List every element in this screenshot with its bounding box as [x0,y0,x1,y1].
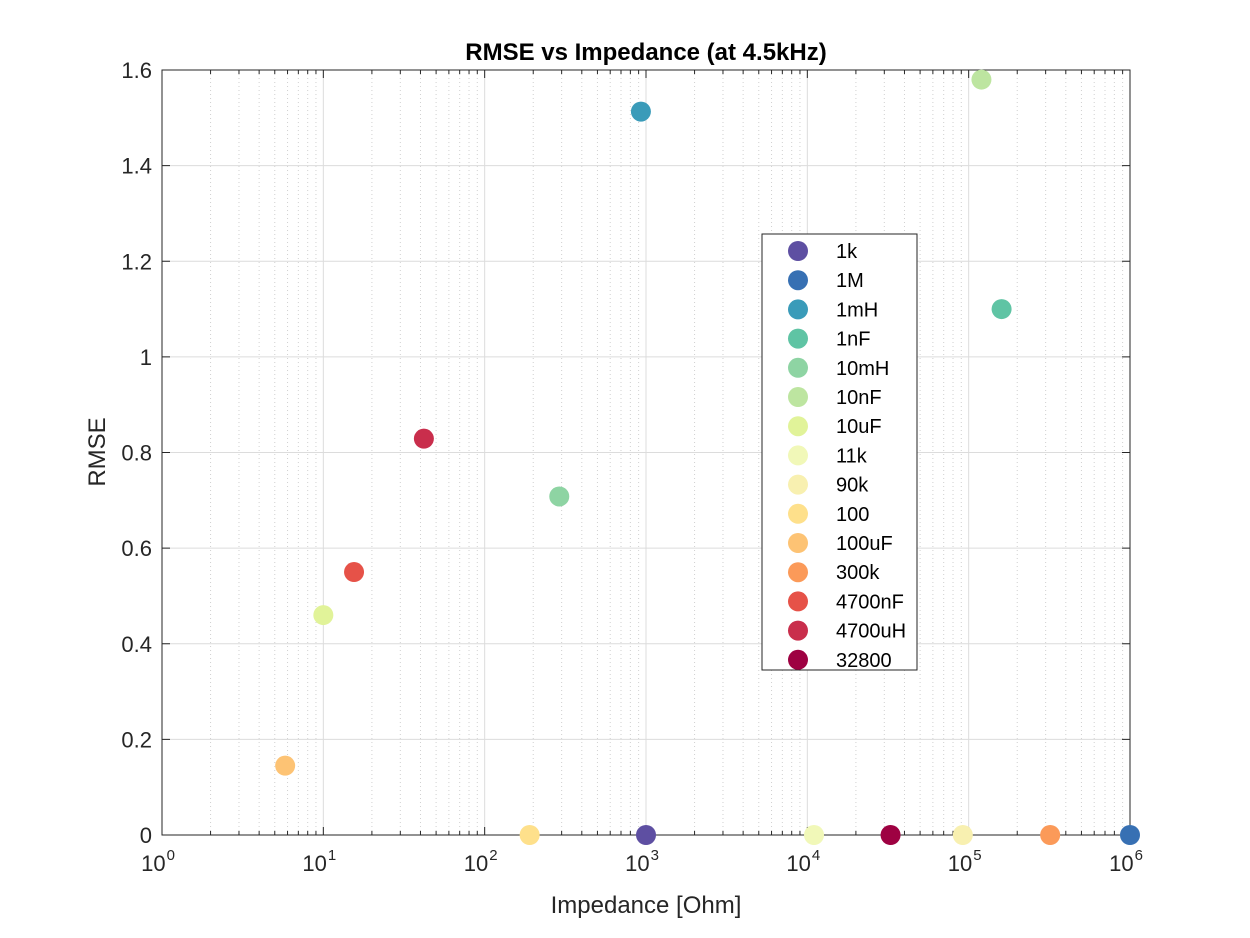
data-point-90k [952,825,973,845]
data-point-1M [1120,825,1140,845]
legend-label-4700uH: 4700uH [836,621,906,643]
legend-marker-1M [788,270,808,291]
legend-marker-90k [788,474,808,495]
y-tick-label: 0.2 [121,727,152,752]
y-tick-label: 0 [140,823,152,848]
x-tick-label: 103 [625,847,659,876]
x-tick-label: 104 [786,847,820,876]
legend-label-4700nF: 4700nF [836,591,904,613]
y-tick-label: 0.4 [121,632,152,657]
y-tick-label: 0.8 [121,441,152,466]
legend-label-1mH: 1mH [836,299,878,321]
legend-box [761,233,918,671]
legend-label-10mH: 10mH [836,358,889,380]
x-tick-label: 106 [1109,847,1143,876]
data-point-100 [519,825,540,845]
data-point-11k [804,825,825,845]
y-tick-labels: 0 0.2 0.4 0.6 0.8 1 1.2 1.4 1.6 [121,58,152,848]
data-point-1mH [630,101,651,122]
legend-marker-1mH [788,299,808,320]
legend-marker-4700uH [788,620,808,641]
y-tick-label: 1 [140,345,152,370]
legend-label-1k: 1k [836,241,858,263]
legend-label-100: 100 [836,504,869,526]
legend-marker-100uF [788,533,808,553]
y-axis-title: RMSE [84,417,111,486]
data-points [275,69,1140,845]
legend-label-300k: 300k [836,562,880,584]
legend-label-100uF: 100uF [836,533,893,555]
data-point-300k [1040,825,1061,845]
x-tick-label: 101 [302,847,336,876]
legend-marker-32800 [788,649,808,670]
legend-label-10uF: 10uF [836,416,882,438]
y-tick-label: 1.4 [121,154,152,179]
legend-marker-10nF [788,387,808,407]
legend-marker-10uF [788,416,808,437]
legend-marker-1nF [788,328,808,349]
grid [162,70,1130,835]
x-axis-title: Impedance [Ohm] [551,892,742,919]
y-tick-label: 1.2 [121,249,152,274]
data-point-10uF [313,605,334,626]
legend-label-1nF: 1nF [836,329,870,351]
data-point-1k [636,825,656,845]
legend-marker-4700nF [788,591,808,612]
x-tick-label: 105 [948,847,982,876]
y-tick-label: 1.6 [121,58,152,83]
data-point-10nF [971,69,992,90]
x-tick-label: 100 [141,847,175,876]
legend: 1k 1M 1mH 1nF 10mH 10nF 10uF 11k 90k 100 100uF 300k… [761,233,918,672]
legend-label-90k: 90k [836,475,869,497]
ticks [161,69,1131,836]
data-point-32800 [880,825,901,845]
data-point-100uF [275,755,296,776]
legend-marker-1k [788,241,808,261]
x-tick-labels: 100 101 102 103 104 105 106 [141,847,1143,876]
data-point-10mH [549,486,570,507]
legend-label-10nF: 10nF [836,387,882,409]
chart-title: RMSE vs Impedance (at 4.5kHz) [465,39,826,66]
x-tick-label: 102 [464,847,498,876]
legend-label-11k: 11k [836,445,868,467]
legend-marker-11k [788,445,808,466]
legend-marker-300k [788,562,808,583]
y-tick-label: 0.6 [121,536,152,561]
legend-marker-100 [788,503,808,524]
data-point-1nF [991,299,1012,320]
data-point-4700uH [413,428,434,449]
legend-marker-10mH [788,357,808,378]
data-point-4700nF [344,562,365,583]
legend-label-32800: 32800 [836,650,892,672]
legend-label-1M: 1M [836,270,864,292]
